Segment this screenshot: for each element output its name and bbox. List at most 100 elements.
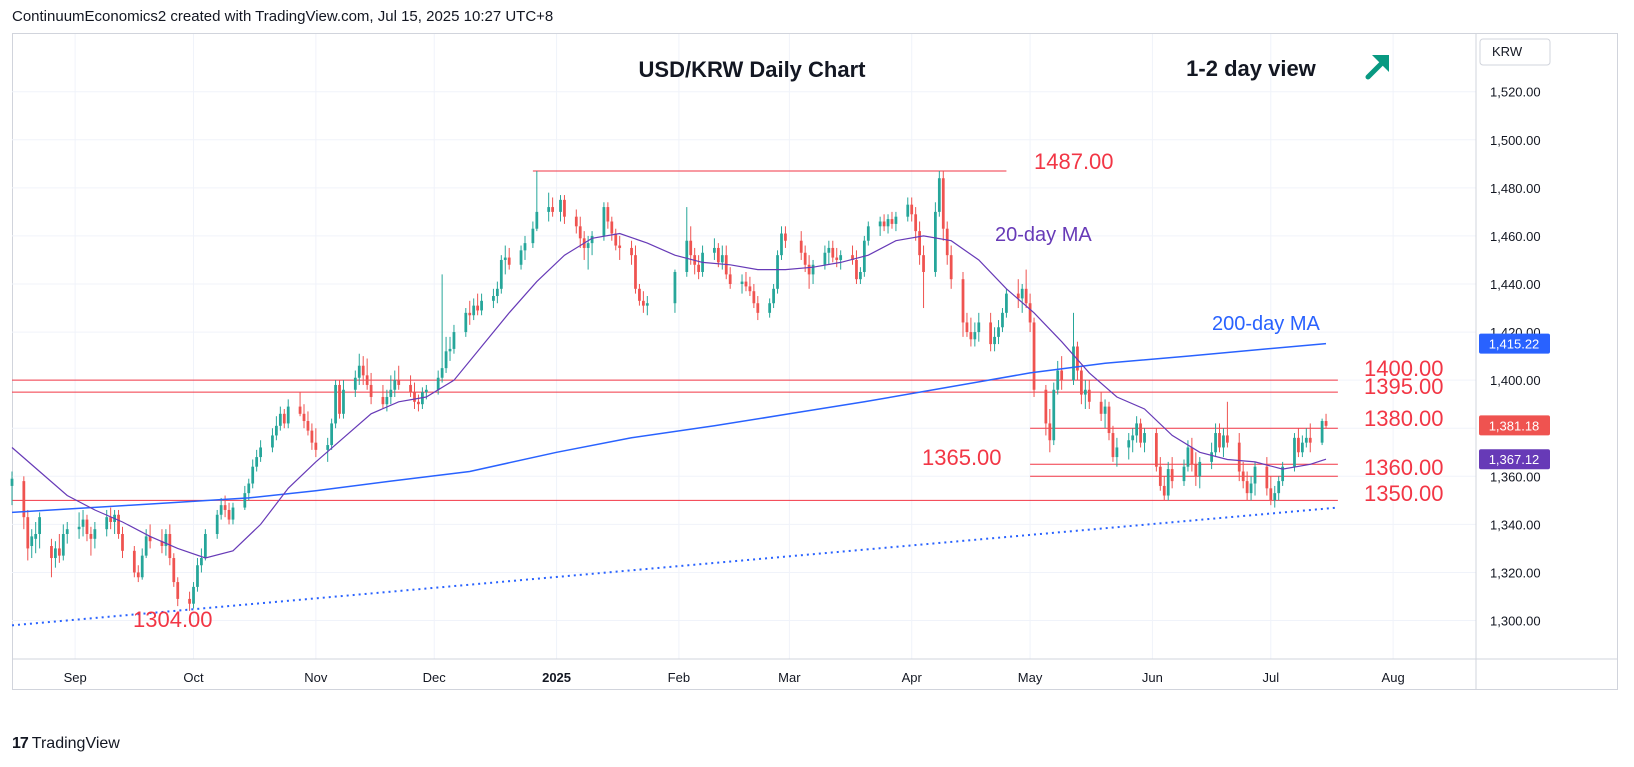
candle-body (168, 534, 172, 559)
candle-body (531, 228, 535, 244)
candle-body (448, 348, 452, 352)
candle-body (645, 303, 649, 306)
candle-body (381, 396, 385, 405)
candle-body (34, 534, 38, 539)
candle-body (255, 457, 259, 467)
candle-body (1052, 389, 1056, 441)
candle-body (188, 598, 191, 604)
candle-body (1044, 389, 1048, 424)
candle-body (866, 226, 870, 241)
candle-body (492, 296, 495, 301)
candle-body (1162, 485, 1166, 496)
candle-body (117, 514, 120, 534)
candle-body (1107, 406, 1111, 434)
candle-body (282, 413, 286, 424)
candle-body (989, 322, 993, 345)
candle-body (1324, 421, 1328, 426)
candle-body (57, 548, 61, 556)
candle-body (784, 233, 787, 241)
candle-body (495, 288, 499, 297)
candle-body (452, 332, 456, 349)
candle-body (215, 514, 219, 534)
x-tick-label: 2025 (542, 670, 571, 685)
candle-body (1308, 437, 1312, 443)
candle-body (673, 271, 677, 304)
candle-body (1083, 389, 1087, 395)
candle-body (148, 536, 152, 542)
candle-body (1001, 312, 1004, 328)
candle-body (172, 558, 176, 583)
candle-body (10, 478, 14, 486)
candle-body (918, 231, 921, 256)
last-price-tag: 1,381.18 (1489, 418, 1540, 433)
candle-body (436, 377, 440, 390)
candle-body (894, 216, 898, 224)
y-tick-label: 1,520.00 (1490, 85, 1541, 100)
candle-body (472, 305, 476, 316)
last-price-tag-bg (1479, 415, 1550, 436)
candle-body (196, 565, 199, 587)
candle-body (969, 332, 973, 340)
x-tick-label: Oct (183, 670, 204, 685)
candle-body (720, 255, 724, 263)
candle-body (275, 425, 278, 436)
candle-body (634, 255, 637, 289)
candle-body (61, 534, 65, 556)
currency-label: KRW (1492, 44, 1523, 59)
candle-body (132, 550, 136, 573)
chart-frame (12, 33, 1618, 690)
candle-body (314, 442, 318, 450)
level-label-1400.00: 1400.00 (1364, 356, 1444, 381)
ma200-price-tag: 1,415.22 (1489, 337, 1540, 352)
candle-body (937, 178, 941, 212)
candle-body (728, 274, 732, 284)
candle-body (685, 240, 689, 272)
candle-body (1080, 370, 1083, 395)
candle-body (827, 247, 831, 253)
level-label-1360.00: 1360.00 (1364, 455, 1444, 480)
footer-brand[interactable]: 17 TradingView (12, 735, 120, 753)
candle-body (464, 312, 468, 333)
chart-title: USD/KRW Daily Chart (639, 57, 867, 82)
candle-body (389, 389, 393, 397)
candle-body (713, 247, 716, 253)
candle-body (922, 255, 925, 272)
candle-body (744, 281, 748, 287)
candle-body (278, 413, 282, 426)
candle-body (906, 204, 910, 217)
gridlines (12, 34, 1476, 659)
candle-body (1194, 464, 1198, 477)
candle-body (30, 536, 34, 547)
candle-body (1028, 303, 1032, 323)
tradingview-brand: TradingView (31, 735, 120, 752)
x-tick-label: Aug (1382, 670, 1405, 685)
x-tick-label: Apr (902, 670, 923, 685)
candle-body (1182, 466, 1186, 482)
candle-body (638, 288, 641, 301)
ma20-price-tag-bg (1479, 449, 1550, 470)
candle-body (144, 536, 148, 556)
x-tick-label: Jun (1142, 670, 1163, 685)
candle-body (1277, 481, 1281, 494)
candle-body (219, 505, 223, 515)
candle-body (1222, 435, 1225, 448)
currency-label-box (1479, 38, 1551, 66)
candle-body (803, 252, 807, 265)
level-label-1365.00: 1365.00 (922, 445, 1002, 470)
candle-body (752, 291, 756, 304)
x-tick-label: Jul (1262, 670, 1279, 685)
ma20-line (11, 232, 1327, 559)
candle-body (251, 466, 255, 484)
candle-body (243, 493, 247, 508)
candle-body (835, 257, 839, 260)
candle-body (338, 384, 341, 414)
candle-body (1127, 440, 1131, 448)
candle-body (192, 586, 195, 604)
arrow-up-right-icon (1365, 55, 1389, 80)
candle-body (1135, 423, 1139, 436)
candle-body (1056, 370, 1060, 390)
ma20-label: 20-day MA (995, 224, 1092, 246)
candle-body (855, 259, 858, 280)
candle-body (26, 517, 30, 549)
